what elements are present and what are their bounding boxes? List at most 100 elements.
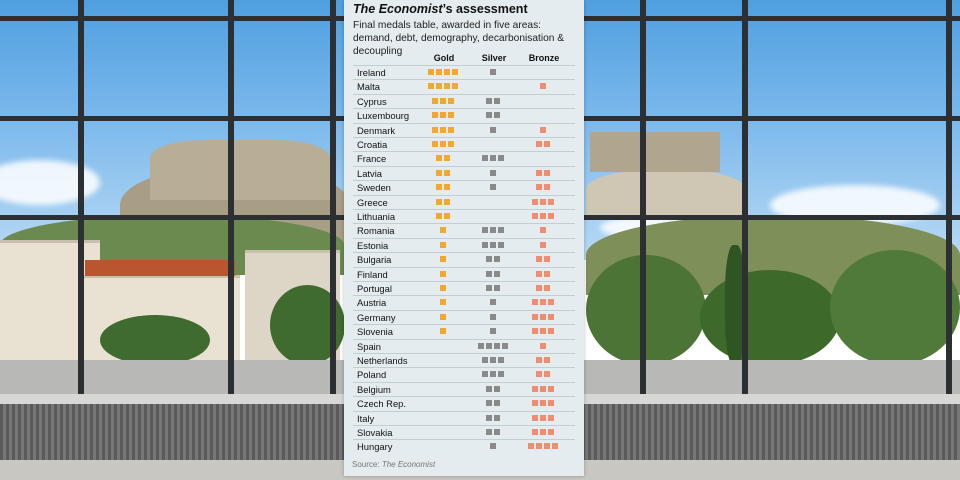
silver-medal-square xyxy=(490,241,496,248)
silver-medal-square xyxy=(486,270,492,277)
gold-medal-square xyxy=(436,69,442,75)
country-label: Germany xyxy=(357,311,396,323)
bronze-medal-square xyxy=(544,169,550,176)
silver-medal-square xyxy=(482,155,488,162)
gold-medal-square xyxy=(432,112,438,119)
bronze-medal-square xyxy=(532,313,538,320)
bronze-medal-square xyxy=(540,126,546,133)
gold-medal-square xyxy=(436,213,442,219)
gold-medal-square xyxy=(440,241,446,248)
gold-medal-square xyxy=(428,83,434,90)
silver-medal-square xyxy=(490,313,496,320)
gold-medal-square xyxy=(448,141,454,147)
country-label: Italy xyxy=(357,412,375,424)
bronze-medal-square xyxy=(540,83,546,90)
bronze-medal-square xyxy=(536,371,542,378)
column-header-gold: Gold xyxy=(433,53,455,63)
country-label: Cyprus xyxy=(357,95,387,107)
bronze-medal-square xyxy=(540,342,546,349)
row-separator xyxy=(353,209,575,210)
bronze-medal-square xyxy=(548,328,554,335)
bronze-medal-square xyxy=(552,443,558,450)
country-label: Romania xyxy=(357,225,395,237)
parthenon xyxy=(590,132,720,172)
bronze-medal-square xyxy=(540,328,546,335)
bronze-medal-square xyxy=(544,141,550,147)
silver-medal-square xyxy=(498,227,504,234)
bronze-medal-square xyxy=(532,213,538,219)
country-label: Austria xyxy=(357,297,387,309)
bronze-medal-square xyxy=(532,414,538,421)
bronze-medal-square xyxy=(540,385,546,392)
bronze-medal-square xyxy=(540,429,546,435)
bronze-medal-square xyxy=(540,213,546,219)
bronze-medal-square xyxy=(536,443,542,450)
bronze-medal-square xyxy=(540,400,546,407)
country-label: Croatia xyxy=(357,139,388,150)
gold-medal-square xyxy=(440,112,446,119)
gold-medal-square xyxy=(440,256,446,263)
silver-medal-square xyxy=(482,371,488,378)
bronze-medal-square xyxy=(532,328,538,335)
column-header-bronze: Bronze xyxy=(528,53,560,63)
silver-medal-square xyxy=(490,169,496,176)
gold-medal-square xyxy=(440,270,446,277)
bronze-medal-square xyxy=(540,241,546,248)
gold-medal-square xyxy=(440,97,446,104)
row-separator xyxy=(353,381,575,383)
country-label: Malta xyxy=(357,81,380,93)
bronze-medal-square xyxy=(548,213,554,219)
silver-medal-square xyxy=(486,112,492,119)
gold-medal-square xyxy=(436,83,442,90)
window-frame xyxy=(640,0,646,394)
gold-medal-square xyxy=(440,328,446,335)
bronze-medal-square xyxy=(532,385,538,392)
bronze-medal-square xyxy=(544,285,550,291)
silver-medal-square xyxy=(482,241,488,248)
row-separator xyxy=(353,324,575,326)
source-note: Source: The Economist xyxy=(352,460,435,469)
bronze-medal-square xyxy=(532,429,538,435)
bronze-medal-square xyxy=(536,141,542,147)
country-label: Lithuania xyxy=(357,211,396,222)
silver-medal-square xyxy=(490,69,496,75)
bronze-medal-square xyxy=(536,270,542,277)
row-separator xyxy=(353,137,575,138)
silver-medal-square xyxy=(490,299,496,306)
country-label: Sweden xyxy=(357,182,391,194)
gold-medal-square xyxy=(436,169,442,176)
gold-medal-square xyxy=(436,198,442,205)
country-label: Poland xyxy=(357,369,387,381)
tree xyxy=(830,250,960,365)
silver-medal-square xyxy=(494,112,500,119)
row-separator xyxy=(353,223,575,225)
gold-medal-square xyxy=(436,184,442,191)
silver-medal-square xyxy=(494,270,500,277)
country-label: Portugal xyxy=(357,283,392,294)
gold-medal-square xyxy=(432,141,438,147)
bronze-medal-square xyxy=(544,443,550,450)
silver-medal-square xyxy=(490,184,496,191)
row-separator xyxy=(353,439,575,441)
gold-medal-square xyxy=(444,69,450,75)
chart-subtitle: Final medals table, awarded in five area… xyxy=(353,20,565,57)
silver-medal-square xyxy=(494,429,500,435)
gold-medal-square xyxy=(452,83,458,90)
country-label: Greece xyxy=(357,196,388,208)
window-frame xyxy=(78,0,84,394)
gold-medal-square xyxy=(444,83,450,90)
gold-medal-square xyxy=(444,155,450,162)
silver-medal-square xyxy=(502,342,508,349)
bronze-medal-square xyxy=(536,285,542,291)
gold-medal-square xyxy=(436,155,442,162)
row-separator xyxy=(353,237,575,239)
window-frame xyxy=(742,0,748,394)
gold-medal-square xyxy=(444,198,450,205)
silver-medal-square xyxy=(498,241,504,248)
silver-medal-square xyxy=(486,414,492,421)
silver-medal-square xyxy=(498,371,504,378)
silver-medal-square xyxy=(494,400,500,407)
country-label: Slovakia xyxy=(357,427,393,438)
column-header-silver: Silver xyxy=(481,53,507,63)
row-separator xyxy=(353,281,575,282)
